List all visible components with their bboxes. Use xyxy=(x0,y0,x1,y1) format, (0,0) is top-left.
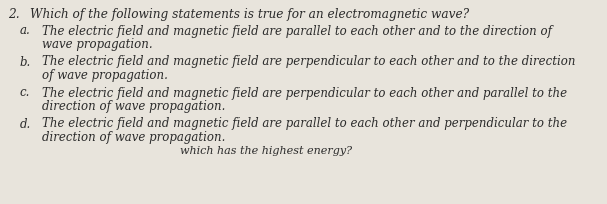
Text: The electric field and magnetic field are perpendicular to each other and parall: The electric field and magnetic field ar… xyxy=(42,86,567,100)
Text: wave propagation.: wave propagation. xyxy=(42,38,152,51)
Text: d.: d. xyxy=(20,118,31,131)
Text: Which of the following statements is true for an electromagnetic wave?: Which of the following statements is tru… xyxy=(30,8,469,21)
Text: 2.: 2. xyxy=(8,8,19,21)
Text: The electric field and magnetic field are parallel to each other and perpendicul: The electric field and magnetic field ar… xyxy=(42,118,567,131)
Text: direction of wave propagation.: direction of wave propagation. xyxy=(42,131,225,144)
Text: of wave propagation.: of wave propagation. xyxy=(42,69,168,82)
Text: direction of wave propagation.: direction of wave propagation. xyxy=(42,100,225,113)
Text: c.: c. xyxy=(20,86,30,100)
Text: which has the highest energy?: which has the highest energy? xyxy=(180,146,352,156)
Text: b.: b. xyxy=(20,55,31,69)
Text: The electric field and magnetic field are parallel to each other and to the dire: The electric field and magnetic field ar… xyxy=(42,24,552,38)
Text: a.: a. xyxy=(20,24,31,38)
Text: The electric field and magnetic field are perpendicular to each other and to the: The electric field and magnetic field ar… xyxy=(42,55,575,69)
